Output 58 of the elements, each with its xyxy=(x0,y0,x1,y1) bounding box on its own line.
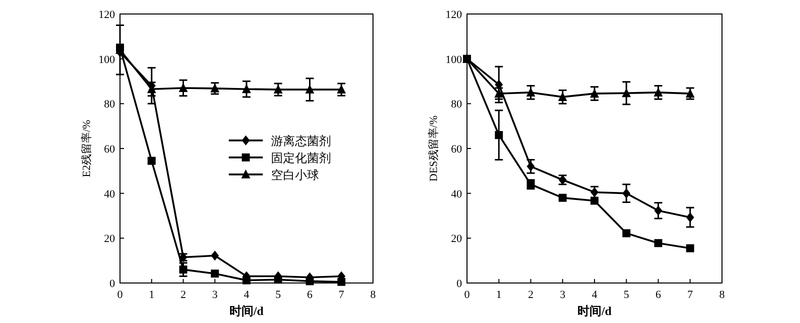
x-tick-label: 0 xyxy=(117,289,124,301)
x-tick-label: 1 xyxy=(148,289,154,301)
point xyxy=(622,188,630,198)
x-tick-label: 4 xyxy=(592,289,598,301)
y-tick-label: 60 xyxy=(104,144,116,156)
x-tick-label: 8 xyxy=(719,289,726,301)
x-tick-label: 7 xyxy=(687,289,694,301)
y-tick-label: 0 xyxy=(110,278,116,290)
y-tick-label: 120 xyxy=(446,9,462,21)
point xyxy=(590,88,599,98)
x-axis-title: 时间/d xyxy=(577,304,612,318)
y-tick-label: 60 xyxy=(451,144,462,156)
y-tick-label: 80 xyxy=(451,98,462,111)
point xyxy=(337,278,346,286)
x-tick-label: 0 xyxy=(464,289,470,301)
y-tick-label: 20 xyxy=(451,233,462,246)
y-tick-label: 40 xyxy=(104,188,116,200)
x-tick-label: 5 xyxy=(624,289,630,301)
point xyxy=(622,229,630,238)
point xyxy=(526,161,535,172)
point xyxy=(306,277,314,286)
x-tick-label: 5 xyxy=(275,289,282,301)
x-tick-label: 3 xyxy=(560,289,566,301)
x-tick-label: 6 xyxy=(307,289,313,301)
y-axis-title: DES残留率/% xyxy=(427,116,440,182)
x-tick-label: 2 xyxy=(528,289,534,301)
y-tick-label: 20 xyxy=(104,233,116,246)
point xyxy=(654,206,662,216)
y-tick-label: 100 xyxy=(98,54,116,66)
y-tick-label: 120 xyxy=(98,9,116,21)
legend-label: 固定化菌剂 xyxy=(270,150,331,165)
point xyxy=(622,88,631,98)
y-axis-title: E2残留率/% xyxy=(80,120,93,178)
x-axis-title: 时间/d xyxy=(229,304,264,318)
point xyxy=(590,196,598,205)
point xyxy=(686,212,694,222)
point xyxy=(494,131,503,140)
x-tick-label: 6 xyxy=(656,289,662,301)
x-tick-label: 8 xyxy=(370,289,376,301)
legend-label: 空白小球 xyxy=(270,168,319,182)
point xyxy=(654,239,662,248)
x-tick-label: 7 xyxy=(338,289,345,301)
point xyxy=(242,84,251,94)
point xyxy=(558,194,567,202)
y-tick-label: 100 xyxy=(446,54,462,66)
x-tick-label: 2 xyxy=(180,289,186,301)
point xyxy=(179,266,188,274)
y-tick-label: 40 xyxy=(451,188,462,200)
x-tick-label: 4 xyxy=(244,289,250,301)
point xyxy=(686,244,694,252)
point xyxy=(242,276,250,284)
x-tick-label: 3 xyxy=(212,289,218,301)
y-tick-label: 80 xyxy=(104,98,116,111)
legend-label: 游离态菌剂 xyxy=(270,134,331,148)
point xyxy=(210,250,219,261)
point xyxy=(210,270,219,278)
x-tick-label: 1 xyxy=(496,289,502,301)
y-tick-label: 0 xyxy=(456,278,462,290)
